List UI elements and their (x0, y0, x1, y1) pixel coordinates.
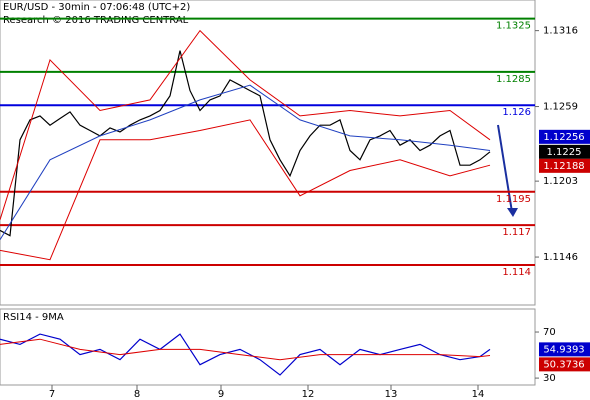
x-tick-label: 12 (302, 389, 315, 400)
last-value-label: 54.9393 (543, 344, 584, 355)
y-tick-label: 30 (543, 373, 556, 384)
level-label: 1.1195 (496, 194, 531, 205)
y-tick-label: 1.1146 (543, 252, 578, 263)
rsi-title: RSI14 - 9MA (3, 312, 64, 323)
series-line (0, 333, 491, 376)
level-label: 1.1285 (496, 74, 531, 85)
y-tick-label: 1.1203 (543, 176, 578, 187)
last-value-label: 1.12256 (543, 132, 584, 143)
last-value-box (539, 129, 590, 144)
chart-title: EUR/USD - 30min - 07:06:48 (UTC+2) (3, 2, 190, 13)
rsi-panel (0, 308, 536, 386)
x-tick-label: 14 (472, 389, 485, 400)
forecast-arrow (497, 124, 513, 213)
x-tick-label: 9 (218, 389, 224, 400)
last-value-box (539, 342, 590, 357)
last-value-label: 50.3736 (543, 359, 584, 370)
chart-subtitle: Research © 2016 TRADING CENTRAL (3, 15, 189, 26)
forecast-arrow-head (507, 208, 518, 217)
x-tick-label: 13 (385, 389, 398, 400)
x-tick-label: 7 (49, 389, 55, 400)
series-line (0, 338, 491, 361)
last-value-box (539, 158, 590, 173)
series-line (0, 119, 491, 261)
last-value-box (539, 144, 590, 159)
series-line (0, 29, 491, 220)
level-label: 1.1325 (496, 21, 531, 32)
series-line (0, 84, 491, 240)
level-label: 1.117 (502, 227, 531, 238)
y-tick-label: 1.1316 (543, 26, 578, 37)
x-tick-label: 8 (134, 389, 140, 400)
last-value-label: 1.1225 (547, 147, 582, 158)
price-panel (0, 0, 536, 306)
last-value-label: 1.12188 (543, 161, 584, 172)
y-tick-label: 1.1259 (543, 102, 578, 113)
level-label: 1.126 (502, 107, 531, 118)
last-value-box (539, 357, 590, 372)
y-tick-label: 70 (543, 327, 556, 338)
level-label: 1.114 (502, 267, 531, 278)
